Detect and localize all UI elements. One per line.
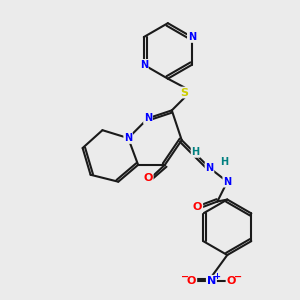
Text: +: + [213,272,220,281]
Text: N: N [144,113,152,123]
Text: N: N [140,60,148,70]
Text: N: N [124,133,132,143]
Text: S: S [181,88,189,98]
Text: O: O [187,276,196,286]
Text: O: O [193,202,202,212]
Text: O: O [143,173,153,183]
Text: N: N [206,163,214,173]
Text: −: − [234,272,242,282]
Text: N: N [188,32,196,42]
Text: H: H [191,147,200,157]
Text: H: H [220,157,228,167]
Text: N: N [223,177,231,187]
Text: −: − [181,272,189,282]
Text: N: N [207,276,216,286]
Text: O: O [226,276,236,286]
